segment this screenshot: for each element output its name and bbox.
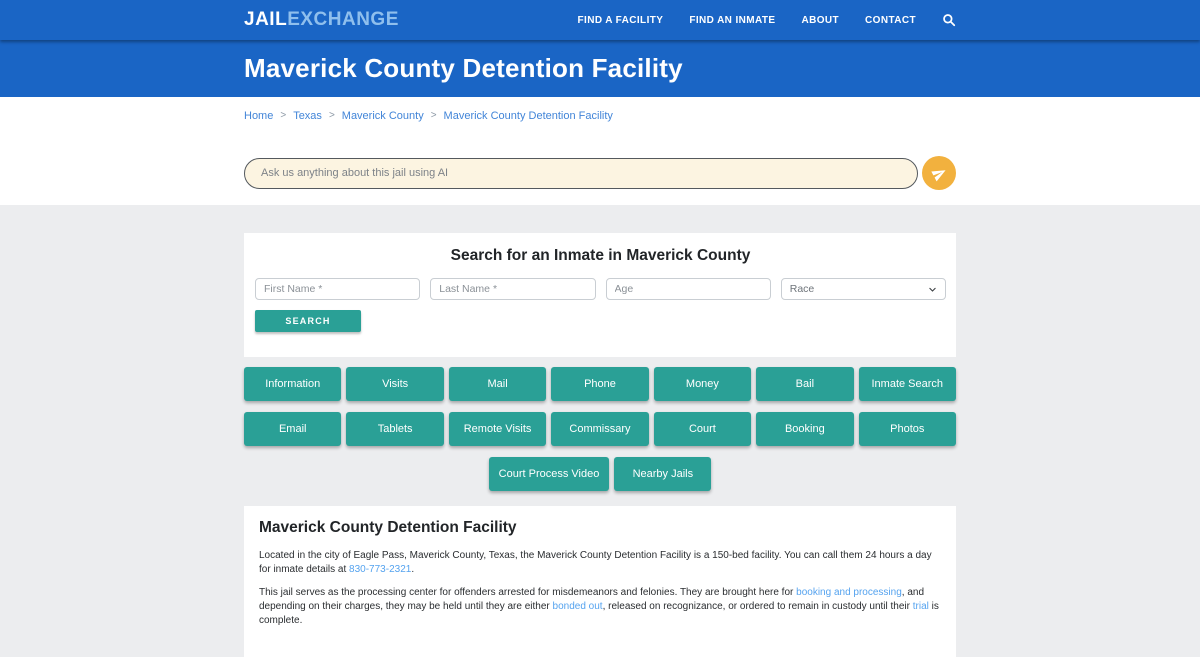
breadcrumb-ai-strip: Home > Texas > Maverick County > Maveric…	[0, 97, 1200, 205]
paragraph-text: , released on recognizance, or ordered t…	[602, 601, 913, 612]
breadcrumb-current-page[interactable]: Maverick County Detention Facility	[443, 110, 613, 122]
quick-link-booking[interactable]: Booking	[756, 412, 854, 446]
quick-links-center-row: Court Process Video Nearby Jails	[244, 457, 956, 491]
ai-question-input[interactable]	[244, 157, 918, 189]
facility-description-card: Maverick County Detention Facility Locat…	[244, 506, 956, 657]
search-button[interactable]: SEARCH	[255, 310, 361, 332]
facility-description-title: Maverick County Detention Facility	[259, 519, 517, 536]
nav-find-a-facility[interactable]: FIND A FACILITY	[577, 14, 664, 26]
first-name-field[interactable]	[255, 278, 421, 300]
inmate-search-fields: Race	[255, 278, 946, 300]
facility-description-paragraph-1: Located in the city of Eagle Pass, Maver…	[259, 549, 941, 577]
send-button[interactable]	[922, 156, 956, 190]
trial-link[interactable]: trial	[912, 601, 929, 612]
race-select-value: Race	[789, 283, 815, 295]
paragraph-text: Located in the city of Eagle Pass, Maver…	[259, 550, 932, 575]
paragraph-text: , and depending on their charges, they m…	[259, 587, 925, 612]
page-title-banner: Maverick County Detention Facility	[0, 40, 1200, 97]
quick-link-remote-visits[interactable]: Remote Visits	[448, 412, 547, 446]
logo-jail: JAIL	[244, 9, 288, 30]
bonded-out-link[interactable]: bonded out	[552, 601, 603, 612]
last-name-field[interactable]	[430, 278, 596, 300]
ai-search-bar	[244, 156, 956, 190]
main-content: Search for an Inmate in Maverick County …	[0, 205, 1200, 657]
breadcrumb: Home > Texas > Maverick County > Maveric…	[244, 109, 956, 123]
quick-link-photos[interactable]: Photos	[858, 412, 956, 446]
facility-description-paragraph-2: This jail serves as the processing cente…	[259, 586, 941, 628]
page-title: Maverick County Detention Facility	[244, 53, 683, 83]
quick-link-tablets[interactable]: Tablets	[346, 412, 444, 446]
phone-number-link[interactable]: 830-773-2321	[349, 564, 412, 575]
breadcrumb-maverick-county[interactable]: Maverick County	[341, 110, 424, 122]
quick-link-inmate-search[interactable]: Inmate Search	[858, 367, 956, 401]
top-nav-bar: JAILEXCHANGE FIND A FACILITY FIND AN INM…	[0, 0, 1200, 40]
paragraph-text: .	[411, 564, 415, 575]
age-field[interactable]	[605, 278, 771, 300]
quick-link-visits[interactable]: Visits	[346, 367, 444, 401]
quick-link-phone[interactable]: Phone	[551, 367, 649, 401]
paragraph-text: This jail serves as the processing cente…	[259, 587, 797, 598]
quick-link-bail[interactable]: Bail	[756, 367, 854, 401]
inmate-search-title: Search for an Inmate in Maverick County	[450, 247, 751, 264]
breadcrumb-home[interactable]: Home	[244, 110, 274, 122]
quick-links-grid: Information Visits Mail Phone Money Bail…	[244, 367, 956, 446]
quick-link-money[interactable]: Money	[653, 367, 752, 401]
logo-exchange: EXCHANGE	[287, 9, 399, 30]
main-nav: FIND A FACILITY FIND AN INMATE ABOUT CON…	[578, 13, 956, 27]
nav-about[interactable]: ABOUT	[801, 14, 840, 26]
quick-link-nearby-jails[interactable]: Nearby Jails	[614, 457, 712, 491]
quick-link-email[interactable]: Email	[244, 412, 342, 446]
chevron-right-icon: >	[430, 110, 437, 121]
quick-link-mail[interactable]: Mail	[448, 367, 547, 401]
quick-link-court-process-video[interactable]: Court Process Video	[488, 457, 610, 491]
paper-plane-icon	[930, 169, 946, 181]
quick-link-court[interactable]: Court	[653, 412, 752, 446]
chevron-right-icon: >	[328, 110, 335, 121]
chevron-right-icon: >	[280, 110, 287, 121]
search-icon[interactable]	[942, 13, 956, 27]
race-select[interactable]: Race	[780, 278, 946, 300]
breadcrumb-texas[interactable]: Texas	[293, 110, 322, 122]
nav-contact[interactable]: CONTACT	[865, 14, 916, 26]
jailexchange-logo[interactable]: JAILEXCHANGE	[244, 9, 399, 31]
quick-link-commissary[interactable]: Commissary	[551, 412, 649, 446]
nav-find-an-inmate[interactable]: FIND AN INMATE	[689, 14, 776, 26]
inmate-search-card: Search for an Inmate in Maverick County …	[244, 233, 956, 357]
booking-and-processing-link[interactable]: booking and processing	[796, 587, 902, 598]
chevron-down-icon	[929, 287, 936, 292]
quick-link-information[interactable]: Information	[244, 367, 342, 401]
